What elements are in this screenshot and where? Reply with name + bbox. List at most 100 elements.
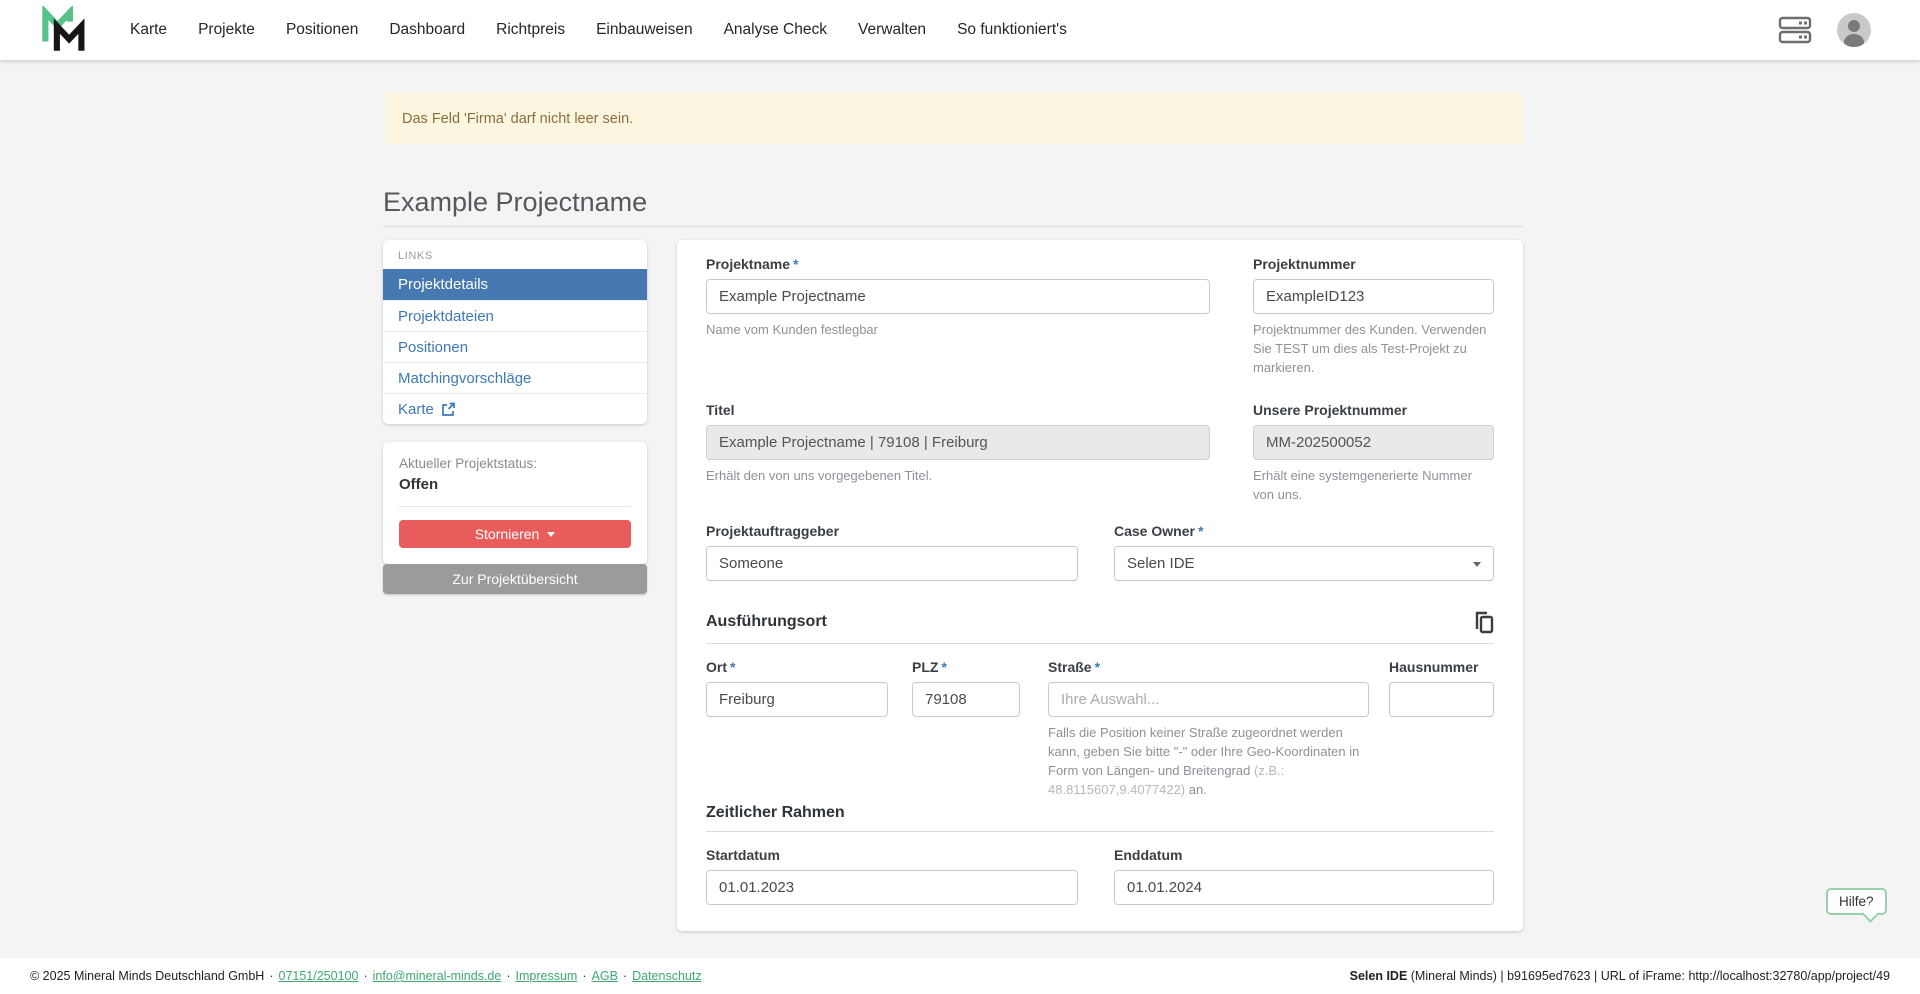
plz-input[interactable]: [912, 681, 1020, 717]
enddatum-input[interactable]: [1114, 869, 1494, 905]
strasse-input[interactable]: [1048, 681, 1369, 717]
project-status-card: Aktueller Projektstatus: Offen Storniere…: [383, 442, 647, 564]
sidebar-item-label: Matchingvorschläge: [398, 369, 532, 387]
help-button[interactable]: Hilfe?: [1826, 888, 1887, 915]
copyright-text: © 2025 Mineral Minds Deutschland GmbH: [30, 969, 265, 983]
sidebar-item-karte[interactable]: Karte: [383, 393, 647, 424]
footer: © 2025 Mineral Minds Deutschland GmbH · …: [0, 958, 1920, 994]
titel-label: Titel: [706, 401, 735, 418]
mineral-minds-logo-icon: [42, 6, 85, 51]
status-value: Offen: [399, 476, 439, 493]
footer-link-datenschutz[interactable]: Datenschutz: [632, 969, 702, 983]
projektnummer-input[interactable]: [1253, 279, 1494, 314]
footer-link-impressum[interactable]: Impressum: [515, 969, 578, 983]
projektname-label: Projektname *: [706, 256, 1210, 272]
sidebar-item-projektdetails[interactable]: Projektdetails: [383, 269, 647, 300]
ort-input[interactable]: [706, 681, 888, 717]
projektauftraggeber-label: Projektauftraggeber: [706, 522, 840, 539]
helper-text: an.: [1185, 781, 1207, 797]
footer-link-agb[interactable]: AGB: [591, 969, 618, 983]
startdatum-input[interactable]: [706, 869, 1078, 905]
copy-icon[interactable]: [1473, 611, 1494, 634]
sidebar-item-label: Projektdateien: [398, 307, 494, 325]
alert-message: Das Feld 'Firma' darf nicht leer sein.: [402, 110, 634, 127]
label-text: Straße: [1048, 658, 1092, 675]
separator: ·: [506, 969, 511, 983]
projektauftraggeber-input[interactable]: [706, 545, 1078, 581]
section-divider: [706, 830, 1494, 832]
project-details-form: Projektname* Name vom Kunden festlegbar …: [677, 240, 1523, 931]
required-asterisk: *: [730, 658, 736, 675]
projektname-input[interactable]: [706, 279, 1210, 314]
projektnummer-label: Projektnummer: [1253, 256, 1356, 272]
case-owner-selected-value: Selen IDE: [1127, 554, 1195, 572]
status-label: Aktueller Projektstatus:: [399, 456, 538, 471]
nav-item-analyse-check[interactable]: Analyse Check: [723, 21, 827, 38]
titel-helper: Erhält den von uns vorgegebenen Titel.: [706, 467, 933, 483]
nav-item-projekte[interactable]: Projekte: [198, 21, 255, 38]
startdatum-label: Startdatum: [706, 846, 780, 863]
section-divider: [706, 642, 1494, 644]
user-avatar-icon[interactable]: [1836, 12, 1872, 48]
enddatum-label: Enddatum: [1114, 846, 1183, 863]
session-details: (Mineral Minds) | b91695ed7623 | URL of …: [1407, 969, 1890, 983]
hausnummer-input[interactable]: [1389, 681, 1494, 717]
nav-item-dashboard[interactable]: Dashboard: [389, 21, 466, 38]
projektname-helper: Name vom Kunden festlegbar: [706, 322, 878, 337]
nav-item-verwalten[interactable]: Verwalten: [857, 21, 927, 38]
separator: ·: [269, 969, 274, 983]
required-asterisk: *: [941, 658, 947, 675]
footer-link-email[interactable]: info@mineral-minds.de: [372, 969, 502, 983]
sidebar: LINKS Projektdetails Projektdateien Posi…: [383, 240, 647, 564]
cancel-button-label: Stornieren: [474, 526, 540, 542]
required-asterisk: *: [793, 256, 799, 272]
label-text: Ort: [706, 658, 727, 675]
cancel-project-button[interactable]: Stornieren: [399, 520, 631, 548]
separator: ·: [582, 969, 587, 983]
page-title: Example Projectname: [383, 187, 648, 217]
billing-server-icon[interactable]: [1778, 15, 1812, 45]
label-text: Projektname: [706, 256, 791, 272]
title-divider: [383, 226, 1523, 227]
titel-input: [706, 424, 1210, 460]
label-text: PLZ: [912, 658, 939, 675]
validation-alert: Das Feld 'Firma' darf nicht leer sein.: [385, 93, 1523, 144]
separator: ·: [363, 969, 368, 983]
unsere-projektnummer-label: Unsere Projektnummer: [1253, 401, 1408, 418]
plz-label: PLZ *: [912, 659, 1020, 675]
chevron-down-icon: [547, 531, 556, 537]
strasse-label: Straße *: [1048, 659, 1369, 675]
sidebar-item-label: Projektdetails: [398, 276, 489, 293]
unsere-projektnummer-helper: Erhält eine systemgenerierte Nummer von …: [1253, 467, 1472, 502]
separator: ·: [622, 969, 628, 983]
nav-item-einbauweisen[interactable]: Einbauweisen: [596, 21, 693, 38]
required-asterisk: *: [1197, 522, 1204, 539]
unsere-projektnummer-input: [1253, 424, 1494, 460]
sidebar-item-matchingvorschlaege[interactable]: Matchingvorschläge: [383, 362, 647, 393]
session-user: Selen IDE: [1349, 969, 1408, 983]
brand-logo[interactable]: [40, 6, 86, 54]
nav-item-richtpreis[interactable]: Richtpreis: [496, 21, 566, 38]
case-owner-select[interactable]: Selen IDE: [1114, 545, 1494, 581]
ort-label: Ort *: [706, 659, 888, 675]
section-zeitlicher-rahmen-title: Zeitlicher Rahmen: [706, 803, 845, 821]
projektnummer-helper: Projektnummer des Kunden. Verwenden Sie …: [1253, 322, 1487, 375]
nav-item-so-funktionierts[interactable]: So funktioniert's: [957, 21, 1067, 38]
section-ausfuehrungsort-title: Ausführungsort: [706, 613, 827, 631]
footer-link-phone[interactable]: 07151/250100: [278, 969, 359, 983]
sidebar-item-positionen[interactable]: Positionen: [383, 331, 647, 362]
project-overview-button[interactable]: Zur Projektübersicht: [383, 564, 647, 594]
links-heading: LINKS: [398, 250, 433, 262]
nav-item-positionen[interactable]: Positionen: [285, 21, 359, 38]
sidebar-item-label: Positionen: [398, 338, 469, 356]
top-navbar: Karte Projekte Positionen Dashboard Rich…: [0, 0, 1920, 60]
sidebar-item-label: Karte: [398, 400, 434, 418]
chevron-down-icon: [1473, 561, 1481, 567]
strasse-helper: Falls die Position keiner Straße zugeord…: [1048, 724, 1369, 800]
links-card: LINKS Projektdetails Projektdateien Posi…: [383, 240, 647, 424]
label-text: Case Owner: [1114, 522, 1195, 539]
sidebar-item-projektdateien[interactable]: Projektdateien: [383, 300, 647, 331]
session-info: Selen IDE (Mineral Minds) | b91695ed7623…: [1350, 969, 1890, 983]
nav-item-karte[interactable]: Karte: [130, 21, 168, 38]
required-asterisk: *: [1094, 658, 1101, 675]
